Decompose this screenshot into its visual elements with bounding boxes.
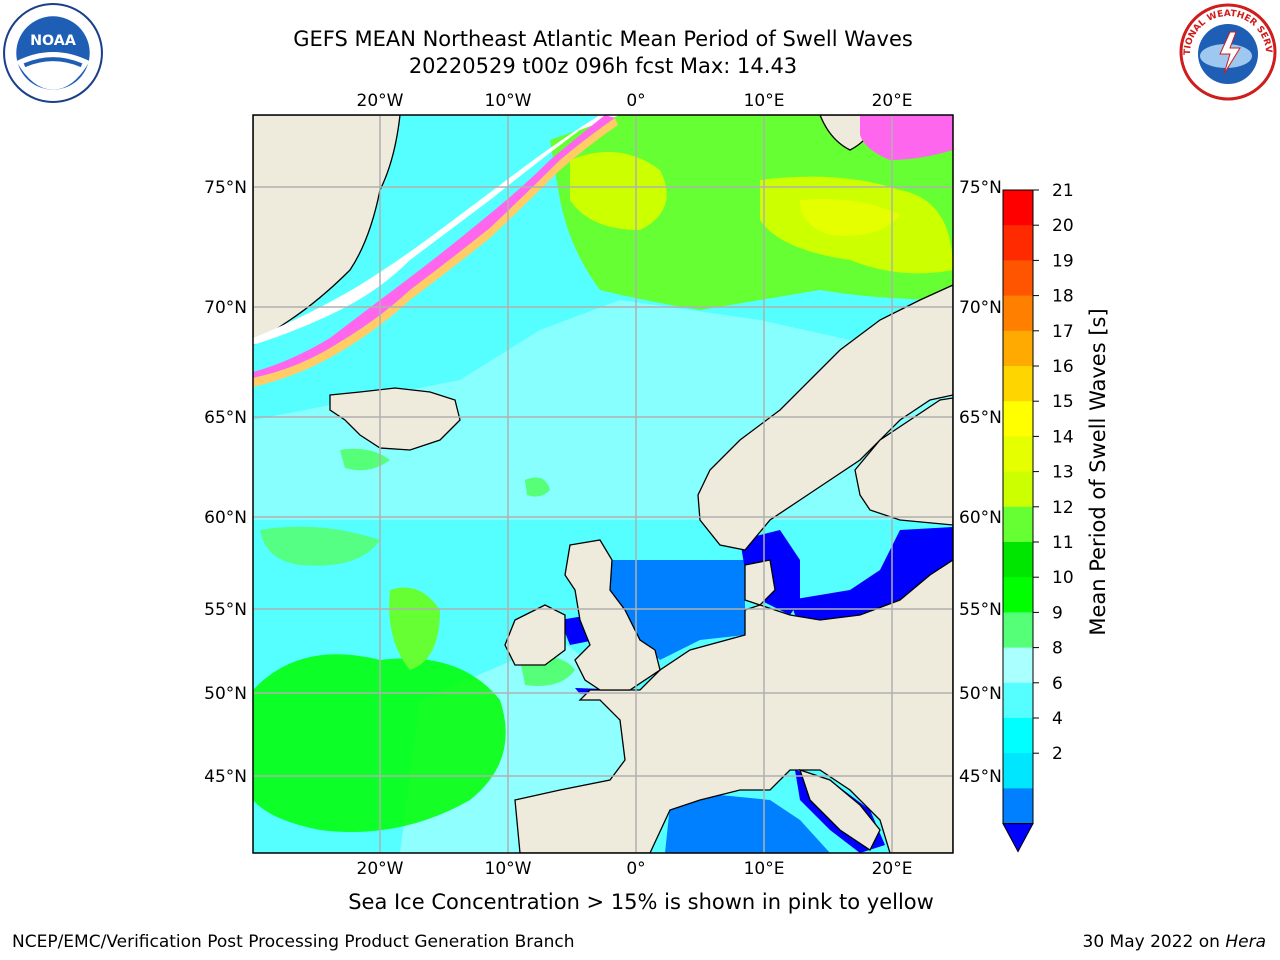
lat-labels-left: 75°N 70°N 65°N 60°N 55°N 50°N 45°N (204, 178, 247, 787)
colorbar-segment (1003, 260, 1033, 297)
colorbar-tick-label: 14 (1052, 427, 1074, 447)
colorbar-segment (1003, 295, 1033, 332)
lat-label: 50°N (204, 684, 247, 704)
svg-text:NOAA: NOAA (30, 33, 76, 49)
colorbar-segment (1003, 506, 1033, 543)
colorbar-tick-label: 9 (1052, 603, 1063, 623)
colorbar-tick-label: 17 (1052, 322, 1074, 342)
colorbar-segment (1003, 788, 1033, 825)
lat-label: 75°N (204, 178, 247, 198)
sea-ice (253, 115, 953, 387)
colorbar-segment (1003, 471, 1033, 508)
colorbar-segment (1003, 401, 1033, 437)
colorbar-tick-label: 10 (1052, 568, 1074, 588)
colorbar-tick-label: 8 (1052, 639, 1063, 659)
colorbar-tick-label: 18 (1052, 287, 1074, 307)
map-field (253, 115, 953, 853)
colorbar-segment (1003, 436, 1033, 473)
lon-label: 20°W (357, 91, 404, 111)
lat-label: 65°N (204, 408, 247, 428)
colorbar-ticks: 21 20 19 18 17 16 15 14 13 12 11 10 9 8 6 4 2 (1033, 181, 1074, 764)
run-machine: Hera (1225, 932, 1266, 952)
lat-label: 70°N (204, 298, 247, 318)
lat-label: 55°N (959, 600, 1002, 620)
colorbar-extend-arrow (1002, 823, 1034, 853)
colorbar-segment (1003, 612, 1033, 649)
lon-label: 10°E (744, 859, 785, 879)
colorbar (1002, 189, 1034, 853)
colorbar-segment (1003, 577, 1033, 613)
colorbar-segment (1003, 718, 1033, 754)
colorbar-tick-label: 15 (1052, 392, 1074, 412)
colorbar-tick-label: 4 (1052, 709, 1063, 729)
noaa-logo: NOAA (3, 3, 103, 103)
colorbar-tick-label: 12 (1052, 498, 1074, 518)
run-date-prefix: 30 May 2022 on (1082, 932, 1226, 952)
colorbar-segment (1003, 225, 1033, 261)
run-date: 30 May 2022 on Hera (1083, 932, 1267, 952)
colorbar-tick-label: 19 (1052, 251, 1074, 271)
lat-label: 75°N (959, 178, 1002, 198)
sea-ice-note: Sea Ice Concentration > 15% is shown in … (348, 890, 934, 914)
credit-text: NCEP/EMC/Verification Post Processing Pr… (12, 932, 575, 952)
lon-labels-bottom: 20°W 10°W 0° 10°E 20°E (357, 859, 913, 879)
lat-label: 65°N (959, 408, 1002, 428)
colorbar-tick-label: 13 (1052, 463, 1074, 483)
lon-label: 0° (626, 859, 645, 879)
graticule (253, 115, 953, 853)
colorbar-segment (1003, 366, 1033, 402)
lat-label: 45°N (959, 767, 1002, 787)
colorbar-segment (1003, 682, 1033, 719)
map-subtitle: 20220529 t00z 096h fcst Max: 14.43 (408, 54, 798, 78)
lat-label: 60°N (204, 508, 247, 528)
colorbar-segment (1003, 647, 1033, 684)
lon-label: 20°E (872, 91, 913, 111)
lat-labels-right: 75°N 70°N 65°N 60°N 55°N 50°N 45°N (959, 178, 1002, 787)
colorbar-tick-label: 21 (1052, 181, 1074, 201)
map-frame (252, 114, 954, 854)
lat-label: 45°N (204, 767, 247, 787)
lon-label: 0° (626, 91, 645, 111)
lon-label: 20°E (872, 859, 913, 879)
map-title: GEFS MEAN Northeast Atlantic Mean Period… (293, 27, 913, 51)
lat-label: 60°N (959, 508, 1002, 528)
colorbar-segment (1003, 330, 1033, 367)
colorbar-segment (1003, 542, 1033, 578)
lon-label: 20°W (357, 859, 404, 879)
lat-label: 55°N (204, 600, 247, 620)
lat-label: 50°N (959, 684, 1002, 704)
nws-logo: NATIONAL WEATHER SERVICE (1178, 2, 1277, 101)
lon-label: 10°E (744, 91, 785, 111)
colorbar-tick-label: 16 (1052, 357, 1074, 377)
lon-labels-top: 20°W 10°W 0° 10°E 20°E (357, 91, 913, 111)
colorbar-tick-label: 6 (1052, 674, 1063, 694)
colorbar-tick-label: 20 (1052, 216, 1074, 236)
lon-label: 10°W (485, 859, 532, 879)
colorbar-tick-label: 11 (1052, 533, 1074, 553)
lon-label: 10°W (485, 91, 532, 111)
colorbar-segment (1003, 190, 1033, 226)
lat-label: 70°N (959, 298, 1002, 318)
colorbar-label: Mean Period of Swell Waves [s] (1086, 308, 1110, 635)
colorbar-tick-label: 2 (1052, 744, 1063, 764)
colorbar-segment (1003, 753, 1033, 789)
